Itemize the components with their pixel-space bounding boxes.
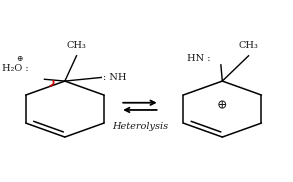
Text: : NH: : NH <box>103 73 126 82</box>
Text: CH₃: CH₃ <box>239 41 258 50</box>
Text: CH₃: CH₃ <box>67 41 86 50</box>
Text: HN :: HN : <box>187 54 211 63</box>
Text: ⊕: ⊕ <box>16 55 23 63</box>
Text: Heterolysis: Heterolysis <box>112 122 168 131</box>
Text: H₂O :: H₂O : <box>2 64 29 73</box>
Text: ⊕: ⊕ <box>217 99 228 112</box>
FancyArrowPatch shape <box>50 81 54 86</box>
